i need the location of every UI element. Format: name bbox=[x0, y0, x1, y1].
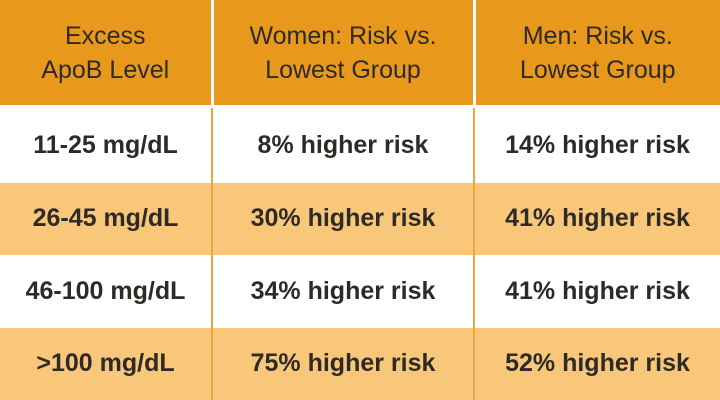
table-cell: 41% higher risk bbox=[474, 255, 720, 328]
table-cell: 41% higher risk bbox=[474, 182, 720, 256]
table-cell: 30% higher risk bbox=[212, 182, 475, 256]
table-row: 46-100 mg/dL 34% higher risk 41% higher ri… bbox=[0, 255, 720, 328]
table-cell: 75% higher risk bbox=[212, 327, 475, 400]
table-row: 11-25 mg/dL 8% higher risk 14% higher risk bbox=[0, 106, 720, 183]
table-cell: 11-25 mg/dL bbox=[0, 106, 213, 183]
table-cell: 52% higher risk bbox=[474, 327, 720, 400]
header-cell: Women: Risk vs. Lowest Group bbox=[212, 0, 476, 108]
table-cell: 34% higher risk bbox=[212, 255, 475, 328]
header-cell: Men: Risk vs. Lowest Group bbox=[474, 0, 720, 108]
table-cell: 14% higher risk bbox=[474, 106, 720, 183]
table-cell: 26-45 mg/dL bbox=[0, 182, 213, 256]
table-cell: 8% higher risk bbox=[212, 106, 475, 183]
table-body: 11-25 mg/dL 8% higher risk 14% higher risk… bbox=[0, 106, 720, 400]
header-cell: Excess ApoB Level bbox=[0, 0, 214, 108]
table-cell: >100 mg/dL bbox=[0, 327, 213, 400]
table-cell: 46-100 mg/dL bbox=[0, 255, 213, 328]
table-row: >100 mg/dL 75% higher risk 52% higher risk bbox=[0, 327, 720, 400]
table-row: 26-45 mg/dL 30% higher risk 41% higher ris… bbox=[0, 182, 720, 256]
header-row: Excess ApoB Level Women: Risk vs. Lowest… bbox=[0, 0, 720, 108]
